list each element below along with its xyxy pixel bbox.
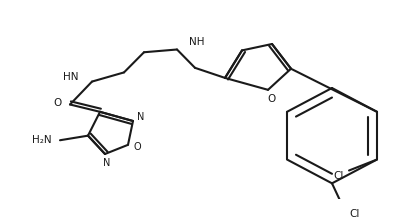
Text: Cl: Cl <box>334 171 344 181</box>
Text: O: O <box>54 98 62 108</box>
Text: Cl: Cl <box>349 209 359 217</box>
Text: HN: HN <box>62 72 78 82</box>
Text: O: O <box>133 142 141 152</box>
Text: NH: NH <box>189 37 205 47</box>
Text: H₂N: H₂N <box>32 135 52 145</box>
Text: N: N <box>103 158 111 168</box>
Text: O: O <box>268 94 276 104</box>
Text: N: N <box>137 112 145 122</box>
